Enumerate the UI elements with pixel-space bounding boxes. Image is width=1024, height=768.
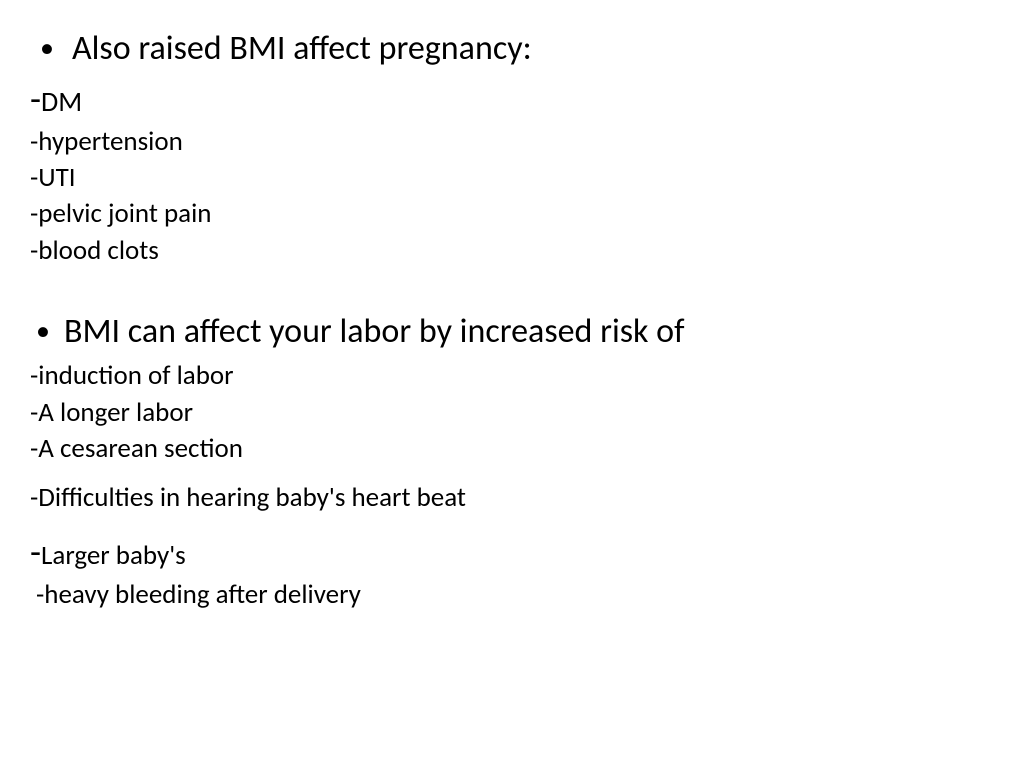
bullet-dot-icon: • [40,34,54,62]
item-dm-text: DM [41,84,82,119]
item-heartbeat: -Difficulties in hearing baby's heart be… [30,480,994,516]
item-pelvic: -pelvic joint pain [30,196,994,232]
item-blood-clots: -blood clots [30,233,994,269]
item-cesarean: -A cesarean section [30,431,994,467]
item-induction: -induction of labor [30,358,994,394]
item-dm: -DM [30,75,994,124]
bullet-pregnancy-text: Also raised BMI affect pregnancy: [72,28,532,69]
spacer [30,269,994,303]
dash-icon: - [30,77,41,121]
spacer [30,468,994,480]
bullet-dot-icon: • [36,317,50,345]
item-longer-labor: -A longer labor [30,395,994,431]
item-hypertension: -hypertension [30,124,994,160]
dash-icon: - [30,530,41,574]
item-uti: -UTI [30,160,994,196]
bullet-labor: • BMI can affect your labor by increased… [30,311,994,352]
item-heavy-bleeding: -heavy bleeding after delivery [30,577,994,613]
item-larger-babys-text: Larger baby's [41,539,186,572]
item-larger-babys: -Larger baby's [30,528,994,577]
spacer [30,516,994,528]
bullet-labor-text: BMI can affect your labor by increased r… [64,311,685,352]
bullet-pregnancy: • Also raised BMI affect pregnancy: [30,28,994,69]
